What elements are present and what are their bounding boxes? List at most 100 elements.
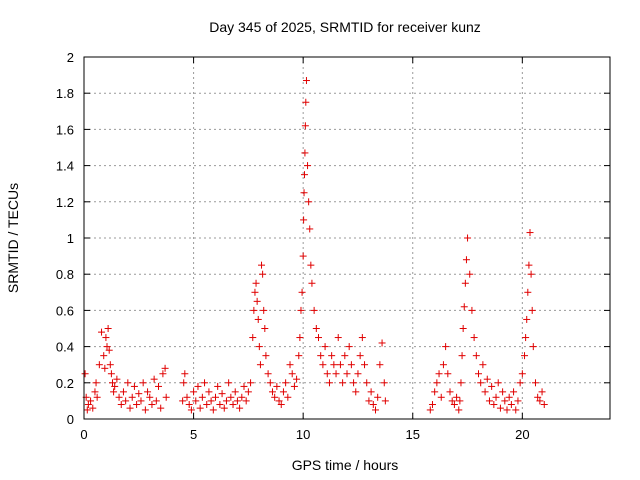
data-point <box>455 406 463 414</box>
data-point <box>361 361 369 369</box>
data-point <box>233 397 241 405</box>
data-point <box>288 370 296 378</box>
x-axis-label: GPS time / hours <box>292 457 399 473</box>
data-point <box>457 379 465 387</box>
data-point <box>105 346 113 354</box>
chart-title: Day 345 of 2025, SRMTID for receiver kun… <box>209 19 481 35</box>
data-point <box>209 406 217 414</box>
data-point <box>101 364 109 372</box>
data-point <box>218 390 226 398</box>
data-point <box>301 149 309 157</box>
data-point <box>312 325 320 332</box>
data-point <box>236 404 244 412</box>
data-point <box>540 401 548 409</box>
y-tick-label: 0 <box>67 412 74 427</box>
y-tick-label: 1.8 <box>56 86 74 101</box>
data-point <box>271 393 279 401</box>
data-point <box>205 388 213 396</box>
data-point <box>496 404 504 412</box>
data-point <box>282 379 290 387</box>
data-point <box>98 328 106 336</box>
data-point <box>538 388 546 396</box>
grid-lines <box>84 57 610 419</box>
y-axis-label: SRMTID / TECUs <box>5 183 21 293</box>
data-point <box>255 343 263 351</box>
data-point <box>181 370 189 378</box>
data-point <box>300 171 308 179</box>
data-point <box>152 397 160 405</box>
data-point <box>150 375 158 383</box>
data-point <box>529 343 537 351</box>
y-tick-label: 0.6 <box>56 303 74 318</box>
data-point <box>365 397 373 405</box>
data-point <box>325 379 333 387</box>
data-point <box>472 352 480 360</box>
data-point <box>83 406 91 414</box>
data-point <box>347 361 355 369</box>
data-point <box>146 393 154 401</box>
x-tick-label: 0 <box>80 427 87 442</box>
data-point <box>358 334 366 342</box>
data-point <box>431 388 439 396</box>
data-point <box>261 325 269 332</box>
data-point <box>162 393 170 401</box>
data-point <box>458 352 466 360</box>
data-point <box>336 361 344 369</box>
data-point <box>296 334 304 342</box>
plot-frame <box>83 56 611 420</box>
data-point <box>157 404 165 412</box>
data-point <box>297 306 305 314</box>
data-point <box>521 352 529 360</box>
data-point <box>231 388 239 396</box>
data-point <box>103 343 111 351</box>
data-point <box>225 379 233 387</box>
data-point <box>220 404 228 412</box>
data-point <box>298 288 306 296</box>
data-point <box>222 397 230 405</box>
data-point <box>126 404 134 412</box>
data-point <box>456 397 464 405</box>
data-point <box>229 401 237 409</box>
data-point <box>91 388 99 396</box>
data-point <box>323 370 331 378</box>
data-point <box>92 379 100 387</box>
data-point <box>266 379 274 387</box>
data-point <box>268 388 276 396</box>
data-point <box>428 401 436 409</box>
data-point <box>107 370 115 378</box>
data-point <box>350 379 358 387</box>
data-point <box>460 303 468 311</box>
data-point <box>448 397 456 405</box>
data-point <box>522 334 530 342</box>
data-point <box>253 297 261 305</box>
data-point <box>464 234 472 242</box>
data-point <box>286 361 294 369</box>
data-point <box>190 388 198 396</box>
data-point <box>249 334 257 342</box>
x-tick-label: 10 <box>296 427 310 442</box>
data-point <box>453 393 461 401</box>
data-point <box>345 343 353 351</box>
data-point <box>252 279 260 287</box>
data-point <box>277 401 285 409</box>
data-point <box>459 325 467 332</box>
data-point <box>104 325 112 332</box>
data-point <box>527 270 535 278</box>
data-point <box>295 352 303 360</box>
data-point <box>371 406 379 414</box>
data-point <box>534 393 542 401</box>
data-point <box>479 361 487 369</box>
data-point <box>310 306 318 314</box>
data-point <box>524 288 532 296</box>
data-point <box>439 361 447 369</box>
data-point <box>108 379 116 387</box>
data-point <box>260 306 268 314</box>
data-point <box>531 379 539 387</box>
data-points <box>81 77 548 414</box>
data-point <box>95 361 103 369</box>
data-point <box>475 370 482 378</box>
data-point <box>240 382 248 390</box>
x-tick-label: 15 <box>406 427 420 442</box>
data-point <box>354 370 362 378</box>
data-point <box>284 393 292 401</box>
